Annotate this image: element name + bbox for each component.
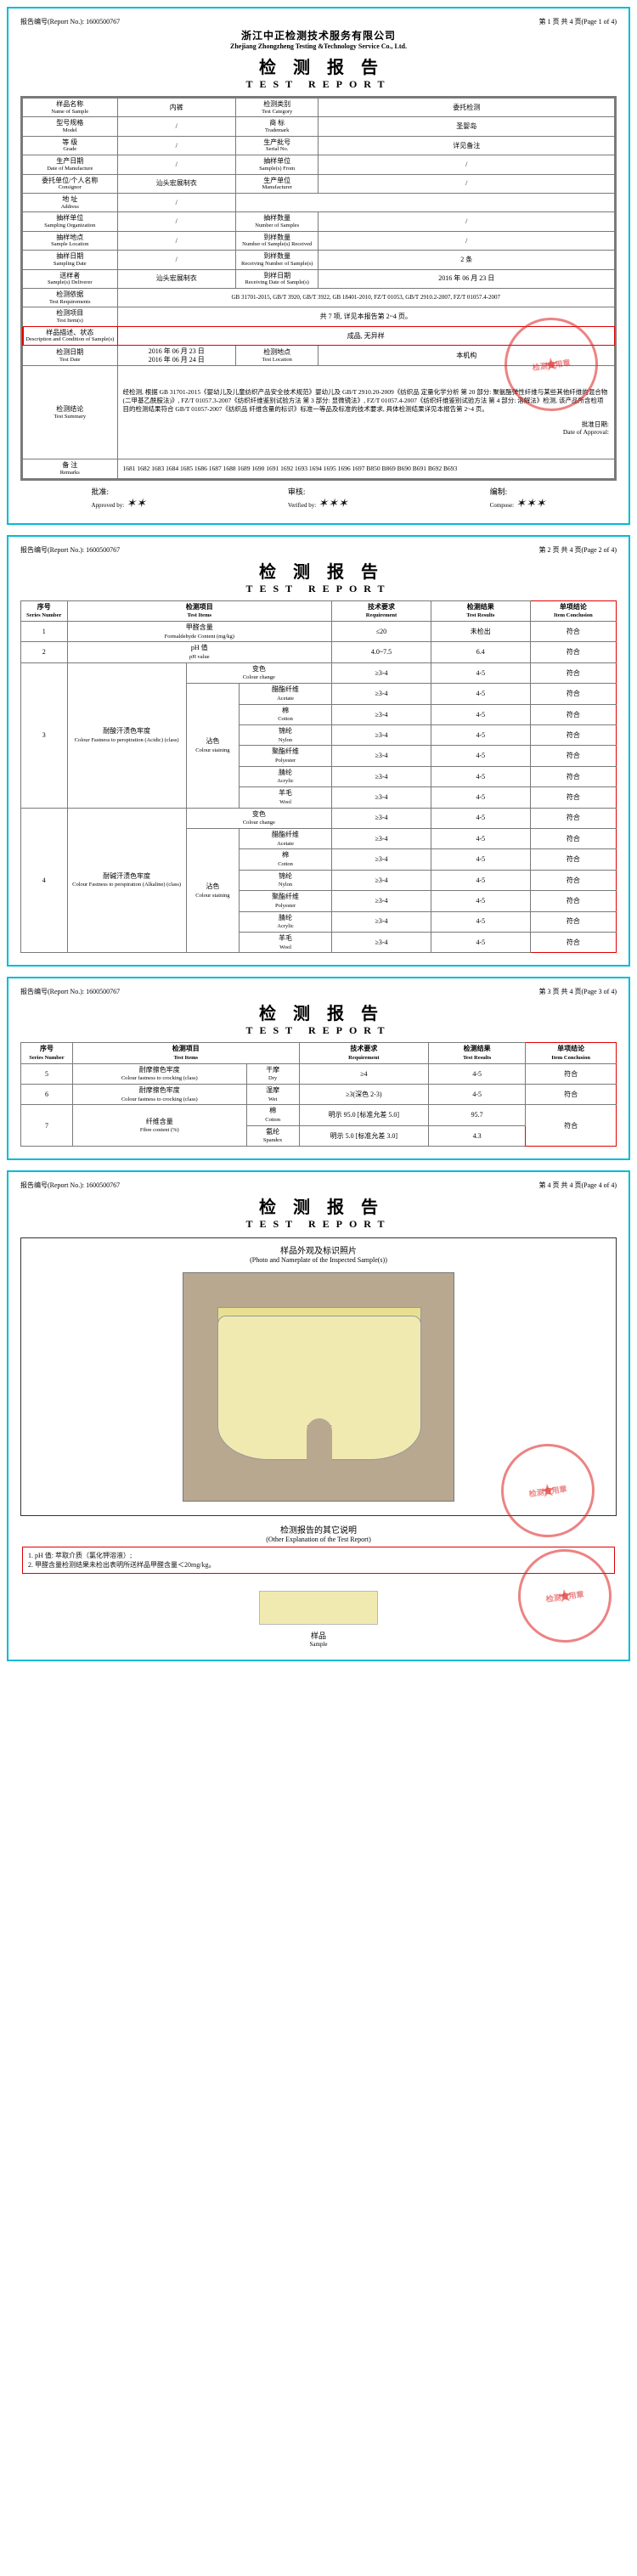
page-indicator: 第 1 页 共 4 页(Page 1 of 4) bbox=[538, 17, 617, 26]
notes-redbox: 1. pH 值: 萃取介质（氯化钾溶液）; 2. 甲醛含量检测结果未检出表明所送… bbox=[22, 1547, 615, 1574]
title-cn: 检测报告 bbox=[20, 558, 617, 583]
page1-header: 报告编号(Report No.): 1600500767 第 1 页 共 4 页… bbox=[20, 17, 617, 26]
title-en: TEST REPORT bbox=[20, 1024, 617, 1037]
photo-title-cn: 样品外观及标识照片 bbox=[26, 1243, 611, 1256]
page3-header: 报告编号(Report No.): 1600500767 第 3 页 共 4 页… bbox=[20, 987, 617, 996]
title-cn: 检测报告 bbox=[20, 1000, 617, 1024]
page4-header: 报告编号(Report No.): 1600500767 第 4 页 共 4 页… bbox=[20, 1181, 617, 1190]
sample-swatch bbox=[259, 1591, 378, 1625]
page-2: 报告编号(Report No.): 1600500767 第 2 页 共 4 页… bbox=[7, 535, 630, 967]
page-1: 报告编号(Report No.): 1600500767 第 1 页 共 4 页… bbox=[7, 7, 630, 525]
other-title-cn: 检测报告的其它说明 bbox=[20, 1523, 617, 1536]
info-table: 样品名称Name of Sample 内裤 检测类别Test Category … bbox=[22, 98, 615, 479]
page-4: 报告编号(Report No.): 1600500767 第 4 页 共 4 页… bbox=[7, 1170, 630, 1661]
title-cn: 检测报告 bbox=[20, 54, 617, 78]
results-table-p3: 序号Series Number 检测项目Test Items 技术要求Requi… bbox=[20, 1042, 617, 1147]
title-en: TEST REPORT bbox=[20, 583, 617, 595]
signature-row: 批准:Approved by: ✶✶ 审核:Verified by: ✶✶✶ 编… bbox=[20, 486, 617, 511]
page2-header: 报告编号(Report No.): 1600500767 第 2 页 共 4 页… bbox=[20, 545, 617, 555]
company-cn: 浙江中正检测技术服务有限公司 bbox=[20, 28, 617, 42]
title-cn: 检测报告 bbox=[20, 1193, 617, 1218]
page1-table-box: 样品名称Name of Sample 内裤 检测类别Test Category … bbox=[20, 96, 617, 481]
swatch-block: 样品 Sample bbox=[20, 1591, 617, 1648]
results-table-p2: 序号Series Number 检测项目Test Items 技术要求Requi… bbox=[20, 600, 617, 954]
page-3: 报告编号(Report No.): 1600500767 第 3 页 共 4 页… bbox=[7, 977, 630, 1160]
report-no: 报告编号(Report No.): 1600500767 bbox=[20, 17, 120, 26]
title-en: TEST REPORT bbox=[20, 78, 617, 91]
other-title-en: (Other Explanation of the Test Report) bbox=[20, 1536, 617, 1543]
photo-section: 样品外观及标识照片 (Photo and Nameplate of the In… bbox=[20, 1237, 617, 1516]
company-en: Zhejiang Zhongzheng Testing &Technology … bbox=[20, 42, 617, 50]
title-en: TEST REPORT bbox=[20, 1218, 617, 1231]
sample-photo: HaPPY bbox=[183, 1272, 454, 1502]
photo-title-en: (Photo and Nameplate of the Inspected Sa… bbox=[26, 1256, 611, 1264]
